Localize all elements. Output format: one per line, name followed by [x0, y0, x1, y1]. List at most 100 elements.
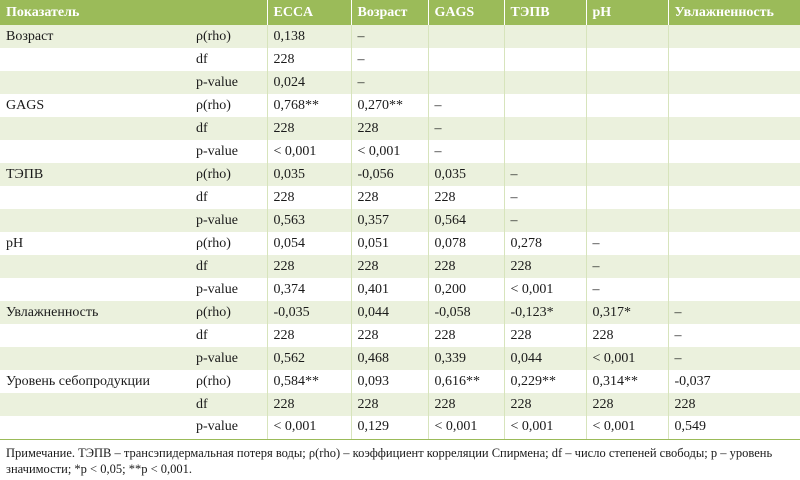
value-cell: 228 — [266, 186, 351, 209]
value-cell: 228 — [427, 393, 504, 416]
value-cell: < 0,001 — [266, 416, 351, 440]
value-cell: -0,037 — [667, 370, 800, 393]
value-cell: 228 — [266, 117, 351, 140]
value-cell: – — [350, 25, 428, 48]
value-cell: -0,058 — [427, 301, 504, 324]
value-cell: 0,044 — [350, 301, 428, 324]
row-indicator-cell — [0, 209, 190, 232]
value-cell — [503, 140, 586, 163]
value-cell: < 0,001 — [266, 140, 351, 163]
value-cell: 228 — [350, 393, 428, 416]
value-cell: – — [503, 163, 586, 186]
value-cell: 0,768** — [266, 94, 351, 117]
correlation-table: Показатель ECCA Возраст GAGS ТЭПВ pH Увлажненн… — [0, 0, 800, 440]
value-cell: 0,564 — [427, 209, 504, 232]
value-cell: – — [585, 278, 668, 301]
row-stat-cell: df — [196, 258, 208, 274]
table-row: Возраст ρ(rho) 0,138– — [0, 25, 800, 48]
row-indicator-cell — [0, 416, 190, 440]
value-cell: 228 — [503, 393, 586, 416]
value-cell: – — [667, 301, 800, 324]
row-indicator-cell — [0, 278, 190, 301]
value-cell: 228 — [585, 324, 668, 347]
row-stat-cell: ρ(rho) — [196, 166, 231, 182]
row-stat-cell: ρ(rho) — [196, 304, 231, 320]
header-cell-4: GAGS — [427, 0, 504, 25]
header-cell-1 — [190, 0, 267, 25]
value-cell: < 0,001 — [585, 416, 668, 440]
value-cell — [585, 209, 668, 232]
value-cell: 228 — [350, 324, 428, 347]
table-row: p-value 0,024– — [0, 71, 800, 94]
value-cell — [585, 48, 668, 71]
value-cell: 228 — [427, 255, 504, 278]
value-cell — [667, 255, 800, 278]
header-cell-2: ECCA — [266, 0, 351, 25]
value-cell — [585, 163, 668, 186]
table-row: df 228 228 228 228 228– — [0, 324, 800, 347]
value-cell: 0,024 — [266, 71, 351, 94]
value-cell: 0,270** — [350, 94, 428, 117]
value-cell: – — [667, 347, 800, 370]
header-cell-7: Увлажненность — [667, 0, 800, 25]
value-cell: – — [585, 232, 668, 255]
row-stat-cell: p-value — [196, 74, 238, 90]
row-stat-cell: p-value — [196, 212, 238, 228]
value-cell — [667, 278, 800, 301]
row-indicator-cell: Возраст — [6, 28, 54, 44]
value-cell: < 0,001 — [503, 278, 586, 301]
table-row: df 228 228 228– — [0, 186, 800, 209]
value-cell: 0,035 — [427, 163, 504, 186]
row-stat-cell: p-value — [196, 350, 238, 366]
value-cell: 0,401 — [350, 278, 428, 301]
value-cell — [585, 94, 668, 117]
row-stat-cell: ρ(rho) — [196, 235, 231, 251]
table-row: GAGS ρ(rho) 0,768** 0,270** – — [0, 94, 800, 117]
row-indicator-cell — [0, 255, 190, 278]
value-cell: 0,035 — [266, 163, 351, 186]
value-cell: -0,123* — [503, 301, 586, 324]
value-cell: 0,584** — [266, 370, 351, 393]
row-indicator-cell: ТЭПВ — [6, 166, 44, 182]
table-row: df 228 228 228 228– — [0, 255, 800, 278]
value-cell: < 0,001 — [585, 347, 668, 370]
row-indicator-cell: pH — [6, 235, 24, 251]
row-indicator-cell — [0, 393, 190, 416]
header-row: Показатель ECCA Возраст GAGS ТЭПВ pH Увлажненн… — [0, 0, 800, 25]
value-cell: 0,314** — [585, 370, 668, 393]
value-cell — [667, 140, 800, 163]
row-indicator-cell — [0, 117, 190, 140]
value-cell — [667, 94, 800, 117]
row-stat-cell: ρ(rho) — [196, 97, 231, 113]
value-cell: – — [585, 255, 668, 278]
value-cell — [585, 25, 668, 48]
header-cell-5: ТЭПВ — [503, 0, 586, 25]
table-row: df 228 228– — [0, 117, 800, 140]
value-cell: 0,044 — [503, 347, 586, 370]
value-cell: 0,339 — [427, 347, 504, 370]
value-cell — [667, 186, 800, 209]
value-cell: 228 — [585, 393, 668, 416]
value-cell: -0,056 — [350, 163, 428, 186]
row-indicator-cell: Увлажненность — [6, 304, 99, 320]
value-cell — [503, 25, 586, 48]
value-cell: 0,549 — [667, 416, 800, 440]
row-indicator-cell: GAGS — [6, 97, 45, 113]
table-body: Возраст ρ(rho) 0,138– df 228– p-value 0,024– GA… — [0, 25, 800, 440]
value-cell: < 0,001 — [503, 416, 586, 440]
value-cell: 228 — [667, 393, 800, 416]
row-indicator-cell — [0, 48, 190, 71]
value-cell: 0,138 — [266, 25, 351, 48]
row-stat-cell: p-value — [196, 143, 238, 159]
value-cell — [667, 117, 800, 140]
value-cell: – — [350, 48, 428, 71]
value-cell: 228 — [350, 186, 428, 209]
header-cell-0: Показатель — [6, 4, 80, 20]
value-cell: 228 — [266, 393, 351, 416]
value-cell: < 0,001 — [427, 416, 504, 440]
value-cell — [585, 140, 668, 163]
value-cell: – — [427, 140, 504, 163]
row-stat-cell: p-value — [190, 416, 267, 440]
value-cell: 0,129 — [350, 416, 428, 440]
value-cell — [667, 163, 800, 186]
